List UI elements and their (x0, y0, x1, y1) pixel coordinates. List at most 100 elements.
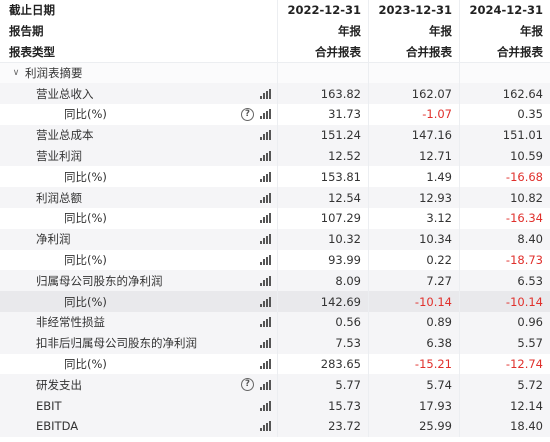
table-row: 同比(%) 107.29 3.12 -16.34 (0, 207, 550, 229)
bar-chart-icon[interactable] (260, 379, 271, 390)
value-cell: 8.09 (277, 270, 368, 292)
table-row: 同比(%)? 31.73 -1.07 0.35 (0, 103, 550, 125)
value-cell: 153.81 (277, 166, 368, 188)
row-label: 同比(%) (64, 211, 107, 226)
table-row: 营业总成本 151.24 147.16 151.01 (0, 124, 550, 146)
value-cell: 162.64 (459, 83, 550, 104)
value-cell: -18.73 (459, 249, 550, 271)
value-cell: -10.14 (459, 291, 550, 312)
value-cell: 12.54 (277, 187, 368, 208)
value-cell: 151.01 (459, 124, 550, 146)
value-cell: 12.52 (277, 145, 368, 167)
row-label: EBIT (36, 398, 62, 413)
row-label: 营业总成本 (36, 128, 94, 143)
section-toggle-income-summary[interactable]: ∨ 利润表摘要 (0, 62, 550, 84)
value-cell: 93.99 (277, 249, 368, 271)
statement-type-cell: 合并报表 (277, 41, 368, 63)
row-label: 净利润 (36, 232, 71, 247)
row-label: 同比(%) (64, 356, 107, 371)
row-label: 非经常性损益 (36, 315, 105, 330)
row-label: 同比(%) (64, 107, 107, 122)
value-cell: 1.49 (368, 166, 459, 188)
bar-chart-icon[interactable] (260, 421, 271, 432)
question-circle-icon[interactable]: ? (241, 107, 254, 121)
report-type-cell: 年报 (368, 20, 459, 42)
value-cell: 7.53 (277, 332, 368, 354)
value-cell: 10.59 (459, 145, 550, 167)
chevron-down-icon[interactable]: ∨ (12, 68, 20, 79)
value-cell: 8.40 (459, 228, 550, 250)
value-cell: 10.82 (459, 187, 550, 208)
value-cell: 0.35 (459, 103, 550, 125)
value-cell: 10.32 (277, 228, 368, 250)
value-cell: 17.93 (368, 395, 459, 416)
bar-chart-icon[interactable] (260, 338, 271, 349)
bar-chart-icon[interactable] (260, 275, 271, 286)
row-label: 营业利润 (36, 148, 82, 163)
bar-chart-icon[interactable] (260, 234, 271, 245)
row-label: 同比(%) (64, 169, 107, 184)
value-cell: 23.72 (277, 415, 368, 437)
value-cell: 12.93 (368, 187, 459, 208)
header-row-report-period: 报告期 年报 年报 年报 (0, 20, 550, 42)
table-row: EBITDA 23.72 25.99 18.40 (0, 415, 550, 437)
value-cell: 142.69 (277, 291, 368, 312)
table-row: 同比(%) 153.81 1.49 -16.68 (0, 166, 550, 188)
header-label: 报表类型 (9, 44, 55, 59)
report-type-cell: 年报 (459, 20, 550, 42)
bar-chart-icon[interactable] (260, 254, 271, 265)
value-cell: -16.34 (459, 207, 550, 229)
value-cell: -15.21 (368, 353, 459, 375)
row-label: 研发支出 (36, 377, 82, 392)
header-label: 截止日期 (9, 3, 55, 18)
value-cell: 3.12 (368, 207, 459, 229)
value-cell: 0.89 (368, 311, 459, 333)
bar-chart-icon[interactable] (260, 400, 271, 411)
value-cell: 6.53 (459, 270, 550, 292)
table-row: 同比(%) 283.65 -15.21 -12.74 (0, 353, 550, 375)
value-cell: 162.07 (368, 83, 459, 104)
row-label: 利润总额 (36, 190, 82, 205)
value-cell: 147.16 (368, 124, 459, 146)
question-circle-icon[interactable]: ? (241, 378, 254, 392)
value-cell: 10.34 (368, 228, 459, 250)
bar-chart-icon[interactable] (260, 192, 271, 203)
section-label: 利润表摘要 (25, 66, 83, 81)
value-cell: 0.56 (277, 311, 368, 333)
value-cell: 12.71 (368, 145, 459, 167)
table-row: 营业利润 12.52 12.71 10.59 (0, 145, 550, 167)
row-label: 扣非后归属母公司股东的净利润 (36, 336, 197, 351)
bar-chart-icon[interactable] (260, 88, 271, 99)
report-type-cell: 年报 (277, 20, 368, 42)
header-row-statement-type: 报表类型 合并报表 合并报表 合并报表 (0, 41, 550, 63)
table-row: 同比(%) 142.69 -10.14 -10.14 (0, 291, 550, 312)
value-cell: 31.73 (277, 103, 368, 125)
table-row: 扣非后归属母公司股东的净利润 7.53 6.38 5.57 (0, 332, 550, 354)
value-cell: -1.07 (368, 103, 459, 125)
value-cell: 18.40 (459, 415, 550, 437)
value-cell: 5.77 (277, 374, 368, 396)
bar-chart-icon[interactable] (260, 358, 271, 369)
period-cell: 2022-12-31 (277, 0, 368, 21)
bar-chart-icon[interactable] (260, 171, 271, 182)
bar-chart-icon[interactable] (260, 317, 271, 328)
bar-chart-icon[interactable] (260, 130, 271, 141)
row-label: 归属母公司股东的净利润 (36, 273, 163, 288)
statement-type-cell: 合并报表 (368, 41, 459, 63)
value-cell: -10.14 (368, 291, 459, 312)
value-cell: 5.74 (368, 374, 459, 396)
row-label: 同比(%) (64, 294, 107, 309)
bar-chart-icon[interactable] (260, 150, 271, 161)
value-cell: 5.57 (459, 332, 550, 354)
value-cell: 25.99 (368, 415, 459, 437)
bar-chart-icon[interactable] (260, 296, 271, 307)
empty-cell (459, 63, 550, 84)
table-row: 非经常性损益 0.56 0.89 0.96 (0, 311, 550, 333)
bar-chart-icon[interactable] (260, 109, 271, 120)
period-cell: 2024-12-31 (459, 0, 550, 21)
value-cell: 151.24 (277, 124, 368, 146)
empty-cell (368, 63, 459, 84)
value-cell: 0.96 (459, 311, 550, 333)
bar-chart-icon[interactable] (260, 213, 271, 224)
